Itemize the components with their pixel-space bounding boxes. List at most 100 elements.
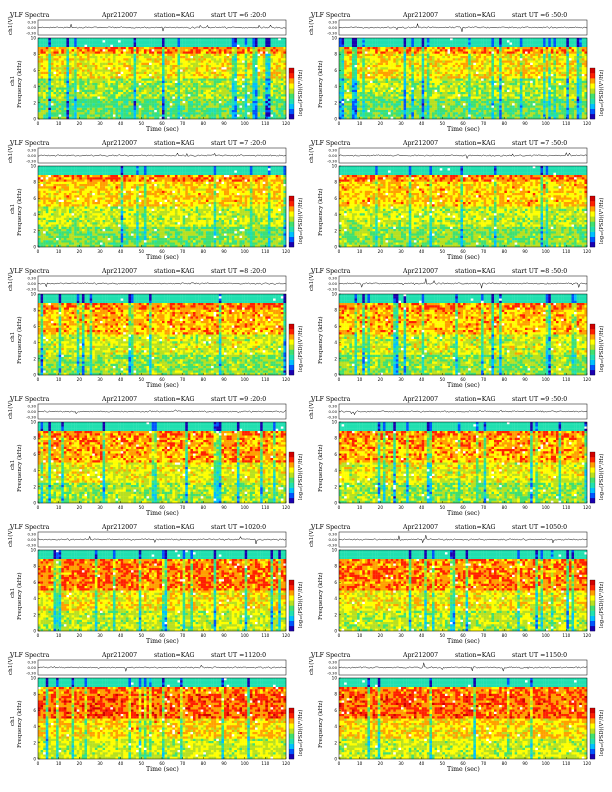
timeseries-trace xyxy=(37,664,287,673)
time-tick-label: 40 xyxy=(419,505,425,510)
time-tick-label: 30 xyxy=(398,761,404,766)
frequency-tick-label: 6 xyxy=(33,580,36,585)
frequency-tick-label: 0 xyxy=(334,757,337,762)
time-tick-label: 70 xyxy=(180,761,186,766)
timeseries-tick-label: -0.30 xyxy=(327,31,337,36)
time-tick-label: 40 xyxy=(118,249,124,254)
panel-header: VLF Spectra Apr212007 station=KAG start UT … xyxy=(6,652,306,661)
time-tick-label: 120 xyxy=(282,761,290,766)
frequency-tick-label: 8 xyxy=(33,180,36,185)
time-axis-label: Time (sec) xyxy=(447,126,480,133)
timeseries-tick-label: -0.30 xyxy=(327,287,337,292)
timeseries-tick-label: 0.30 xyxy=(28,532,37,537)
time-tick-label: 70 xyxy=(481,633,487,638)
frequency-tick-label: 6 xyxy=(334,324,337,329)
panel-start-time: start UT =8 :20:0 xyxy=(211,268,266,275)
time-tick-label: 80 xyxy=(201,121,207,126)
frequency-tick-label: 8 xyxy=(334,52,337,57)
time-tick-label: 100 xyxy=(542,121,550,126)
spectrogram-panel: VLF Spectra Apr212007 station=KAG start UT … xyxy=(307,268,607,396)
frequency-tick-label: 10 xyxy=(31,36,37,41)
panel-start-time: start UT =9 :50:0 xyxy=(512,396,567,403)
frequency-tick-label: 4 xyxy=(33,212,36,217)
frequency-tick-label: 0 xyxy=(334,629,337,634)
frequency-tick-label: 6 xyxy=(334,708,337,713)
time-tick-label: 80 xyxy=(201,761,207,766)
timeseries-tick-label: -0.30 xyxy=(327,159,337,164)
time-tick-label: 0 xyxy=(338,249,341,254)
frequency-tick-label: 4 xyxy=(33,596,36,601)
panel-station: station=KAG xyxy=(455,524,496,531)
time-tick-label: 40 xyxy=(419,377,425,382)
timeseries-tick-label: 0.30 xyxy=(28,660,37,665)
colorbar xyxy=(589,707,596,760)
timeseries-tick-label: 0.00 xyxy=(329,409,338,414)
time-axis-label: Time (sec) xyxy=(447,382,480,389)
frequency-tick-label: 8 xyxy=(334,180,337,185)
panel-header: VLF Spectra Apr212007 station=KAG start UT … xyxy=(6,140,306,149)
spectrogram-cells xyxy=(339,294,588,376)
frequency-tick-label: 10 xyxy=(31,676,37,681)
frequency-tick-label: 0 xyxy=(334,117,337,122)
frequency-tick-label: 4 xyxy=(334,468,337,473)
panel-header: VLF Spectra Apr212007 station=KAG start UT … xyxy=(6,524,306,533)
time-tick-label: 0 xyxy=(338,761,341,766)
timeseries-tick-label: 0.30 xyxy=(329,404,338,409)
panel-title: VLF Spectra xyxy=(311,652,350,659)
frequency-tick-label: 0 xyxy=(334,501,337,506)
panel-station: station=KAG xyxy=(154,140,195,147)
time-tick-label: 10 xyxy=(56,505,62,510)
time-tick-label: 30 xyxy=(398,121,404,126)
frequency-tick-label: 0 xyxy=(33,757,36,762)
panel-start-time: start UT =1120:0 xyxy=(211,652,266,659)
frequency-tick-label: 8 xyxy=(33,436,36,441)
time-tick-label: 70 xyxy=(180,377,186,382)
time-tick-label: 60 xyxy=(460,633,466,638)
time-tick-label: 90 xyxy=(221,249,227,254)
time-tick-label: 60 xyxy=(159,761,165,766)
panel-station: station=KAG xyxy=(154,524,195,531)
time-tick-label: 0 xyxy=(338,633,341,638)
frequency-tick-label: 0 xyxy=(33,501,36,506)
colorbar xyxy=(589,67,596,120)
time-tick-label: 80 xyxy=(502,377,508,382)
panel-station: station=KAG xyxy=(154,652,195,659)
spectrogram-cells xyxy=(339,678,588,760)
time-tick-label: 50 xyxy=(440,505,446,510)
spectrogram-cells xyxy=(38,422,287,504)
frequency-tick-label: 8 xyxy=(33,564,36,569)
frequency-tick-label: 2 xyxy=(33,100,36,105)
time-tick-label: 110 xyxy=(261,377,269,382)
time-tick-label: 50 xyxy=(440,249,446,254)
panel-station: station=KAG xyxy=(455,396,496,403)
time-tick-label: 30 xyxy=(97,633,103,638)
time-axis-label: Time (sec) xyxy=(146,382,179,389)
panel-station: station=KAG xyxy=(455,268,496,275)
time-tick-label: 10 xyxy=(56,633,62,638)
time-tick-label: 20 xyxy=(77,761,83,766)
frequency-tick-label: 10 xyxy=(332,676,338,681)
time-tick-label: 100 xyxy=(241,505,249,510)
time-tick-label: 60 xyxy=(460,249,466,254)
panel-station: station=KAG xyxy=(455,652,496,659)
time-axis-label: Time (sec) xyxy=(146,126,179,133)
panel-date: Apr212007 xyxy=(102,268,137,275)
time-tick-label: 30 xyxy=(97,121,103,126)
spectrogram-cells xyxy=(38,294,287,376)
frequency-tick-label: 4 xyxy=(334,340,337,345)
panel-header: VLF Spectra Apr212007 station=KAG start UT … xyxy=(307,524,607,533)
time-tick-label: 0 xyxy=(37,249,40,254)
panel-station: station=KAG xyxy=(154,396,195,403)
time-tick-label: 70 xyxy=(180,505,186,510)
timeseries-tick-label: 0.00 xyxy=(28,153,37,158)
frequency-tick-label: 8 xyxy=(334,436,337,441)
colorbar xyxy=(288,451,295,504)
time-tick-label: 120 xyxy=(583,505,591,510)
spectrogram-panel: VLF Spectra Apr212007 station=KAG start UT … xyxy=(6,652,306,780)
spectrogram-panel: VLF Spectra Apr212007 station=KAG start UT … xyxy=(307,396,607,524)
time-tick-label: 120 xyxy=(282,249,290,254)
time-tick-label: 70 xyxy=(180,633,186,638)
frequency-tick-label: 2 xyxy=(33,484,36,489)
frequency-tick-label: 6 xyxy=(334,452,337,457)
time-tick-label: 70 xyxy=(481,377,487,382)
